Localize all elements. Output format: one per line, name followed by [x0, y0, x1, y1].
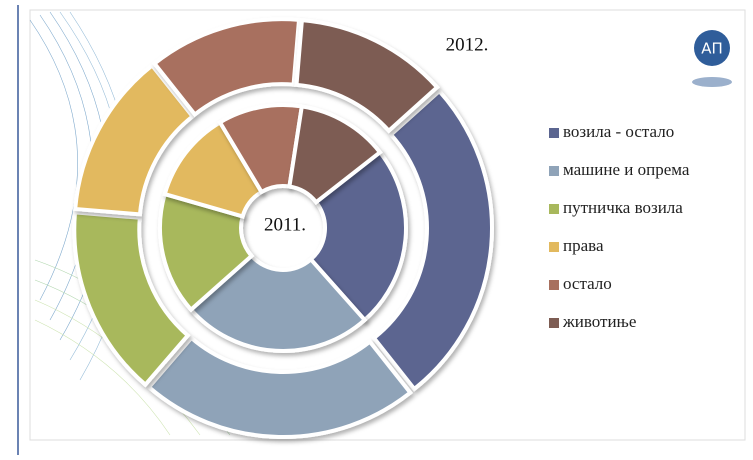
- legend-label: возила - остало: [563, 122, 674, 141]
- donut-segment: [162, 119, 265, 219]
- legend-swatch: [549, 318, 559, 328]
- donut-segment: [371, 88, 494, 392]
- donut-segment: [294, 17, 440, 134]
- donut-segment: [72, 210, 191, 388]
- legend-label: машине и опрема: [563, 160, 690, 179]
- donut-segment: [188, 253, 368, 353]
- rings: [72, 17, 494, 439]
- donut-segment: [158, 191, 255, 313]
- frame: [29, 9, 746, 441]
- logo: АП: [692, 30, 732, 87]
- legend-label: путничка возила: [563, 198, 683, 217]
- donut-segment: [146, 335, 414, 439]
- svg-text:АП: АП: [701, 40, 723, 58]
- donut-segment: [287, 104, 383, 205]
- outer-ring-label: 2012.: [446, 34, 489, 55]
- legend-label: остало: [563, 274, 612, 293]
- legend-swatch: [549, 128, 559, 138]
- donut-segment: [73, 62, 196, 217]
- legend-swatch: [549, 204, 559, 214]
- donut-segment: [151, 17, 302, 118]
- legend-label: животиње: [562, 312, 636, 331]
- legend-swatch: [549, 166, 559, 176]
- legend: возила - остало машине и опрема путничка в…: [549, 122, 690, 331]
- legend-swatch: [549, 280, 559, 290]
- legend-swatch: [549, 242, 559, 252]
- inner-ring-label: 2011.: [264, 214, 306, 235]
- legend-label: права: [563, 236, 604, 255]
- donut-segment: [308, 149, 408, 323]
